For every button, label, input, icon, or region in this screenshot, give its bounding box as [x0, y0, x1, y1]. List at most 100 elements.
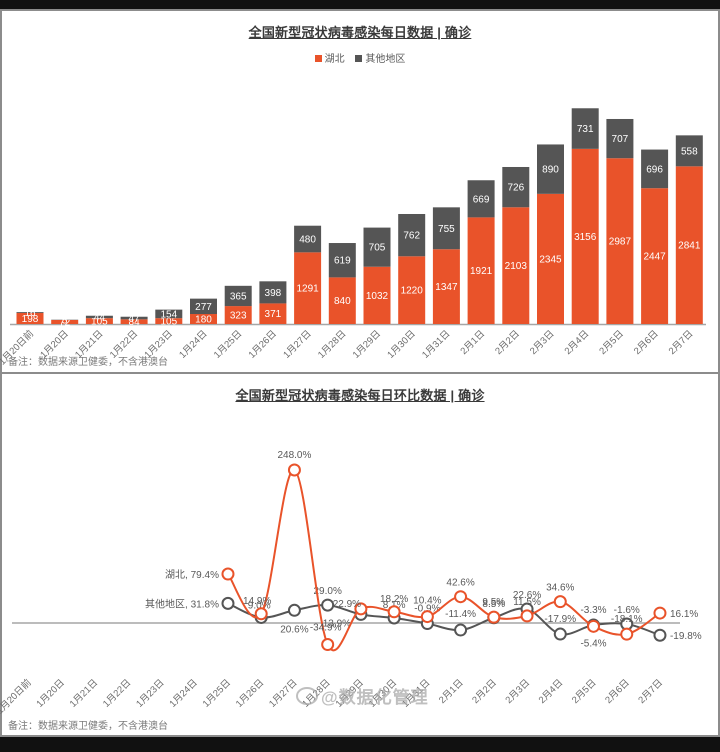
line-value-label-hubei: -5.4% — [580, 638, 606, 649]
x-tick-label: 1月27日 — [267, 677, 299, 709]
line-value-label-hubei: -18.1% — [611, 614, 643, 625]
line-point-others — [321, 598, 335, 612]
line-chart-note: 备注：数据来源卫健委，不含港澳台 — [8, 721, 168, 732]
x-tick-label: 2月5日 — [570, 677, 599, 706]
line-point-hubei — [553, 595, 567, 609]
bar-segment-hubei — [294, 252, 322, 324]
bar-chart-note: 备注：数据来源卫健委，不含港澳台 — [8, 357, 168, 368]
bar-value-label-others: 47 — [129, 314, 141, 325]
bar-value-label-hubei: 1921 — [470, 266, 493, 277]
line-point-hubei — [287, 463, 301, 477]
x-tick-label: 1月28日 — [316, 328, 348, 360]
bar-segment-hubei — [16, 313, 44, 324]
line-value-label-hubei: 248.0% — [277, 450, 311, 461]
bar-value-label-hubei: 2103 — [505, 261, 528, 272]
line-value-label-hubei: 22.9% — [333, 599, 361, 610]
bar-value-label-others: 154 — [160, 309, 177, 320]
panel-divider — [0, 372, 720, 374]
line-value-label-others: 20.6% — [280, 624, 308, 635]
bar-segment-others — [537, 144, 564, 194]
bar-segment-others — [675, 135, 703, 167]
bar-segment-hubei — [155, 318, 183, 324]
bar-value-label-others: 558 — [681, 146, 698, 157]
bar-segment-hubei — [675, 166, 703, 324]
line-point-hubei — [653, 606, 667, 620]
bar-value-label-hubei: 180 — [195, 315, 212, 326]
x-tick-label: 2月7日 — [667, 328, 696, 357]
line-point-others — [454, 623, 468, 637]
line-value-label-others: -3.3% — [580, 605, 606, 616]
line-point-hubei — [487, 610, 501, 624]
bar-segment-others — [432, 207, 460, 250]
bar-segment-others — [363, 227, 391, 267]
bar-segment-others — [571, 108, 599, 149]
bar-segment-others — [606, 118, 634, 159]
x-tick-label: 2月5日 — [597, 328, 626, 357]
bar-chart-legend: 湖北 其他地区 — [0, 50, 720, 65]
x-tick-label: 1月20日 — [35, 677, 67, 709]
bar-value-label-hubei: 84 — [129, 317, 141, 328]
legend-item-hubei: 湖北 — [314, 50, 345, 65]
x-tick-label: 1月24日 — [167, 677, 199, 709]
line-value-label-hubei: 9.5% — [482, 597, 505, 608]
weibo-icon — [296, 687, 318, 705]
line-value-label-others: -0.9% — [414, 604, 440, 615]
line-value-label-hubei: 16.1% — [670, 609, 698, 620]
x-tick-label: 1月31日 — [420, 328, 452, 360]
line-value-label-hubei: 18.2% — [380, 594, 408, 605]
bar-segment-hubei — [606, 158, 634, 324]
x-tick-label: 2月6日 — [632, 328, 661, 357]
bar-segment-hubei — [51, 320, 79, 324]
weibo-watermark: @数据化管理 — [296, 683, 429, 708]
bar-value-label-others: 398 — [265, 288, 282, 299]
x-tick-label: 1月26日 — [234, 677, 266, 709]
line-point-hubei — [221, 567, 235, 581]
x-tick-label: 2月3日 — [503, 677, 532, 706]
bar-segment-hubei — [224, 306, 252, 324]
line-point-others — [653, 628, 667, 642]
x-tick-label: 2月6日 — [603, 677, 632, 706]
bar-value-label-others: 5 — [62, 315, 68, 326]
line-point-hubei — [587, 619, 601, 633]
bar-value-label-others: 365 — [230, 291, 247, 302]
bar-segment-others — [294, 225, 322, 253]
bar-value-label-others: 44 — [94, 312, 106, 323]
x-tick-label: 2月1日 — [459, 328, 488, 357]
x-tick-label: 1月25日 — [212, 328, 244, 360]
bar-value-label-others: 890 — [542, 165, 559, 176]
bar-segment-others — [641, 149, 669, 189]
bar-value-label-hubei: 840 — [334, 296, 351, 307]
bar-segment-others — [502, 166, 530, 208]
x-tick-label: 1月27日 — [281, 328, 313, 360]
bar-value-label-others: 726 — [507, 183, 524, 194]
x-tick-label: 1月21日 — [68, 677, 100, 709]
legend-label-hubei: 湖北 — [324, 54, 345, 65]
bar-segment-hubei — [571, 148, 599, 324]
line-value-label-others: 其他地区, 31.8% — [145, 597, 219, 610]
legend-swatch-others — [355, 55, 363, 62]
bar-segment-hubei — [467, 217, 495, 324]
line-value-label-hubei: 34.6% — [546, 583, 574, 594]
bar-chart-title: 全国新型冠状病毒感染每日数据 | 确诊 — [248, 25, 472, 40]
line-value-label-hubei: 10.4% — [413, 596, 441, 607]
bar-value-label-hubei: 1291 — [296, 284, 319, 295]
line-value-label-others: -11.4% — [445, 609, 476, 620]
line-chart: 其他地区, 31.8%9.0%20.6%29.0%13.9%8.1%-0.9%-… — [0, 450, 702, 717]
line-point-hubei — [420, 610, 434, 624]
bar-segment-others — [120, 316, 148, 320]
line-value-label-hubei: 湖北, 79.4% — [165, 569, 219, 581]
watermark-text: @数据化管理 — [321, 688, 429, 707]
bar-segment-hubei — [537, 193, 564, 324]
bar-value-label-others: 762 — [403, 231, 420, 242]
x-tick-label: 2月1日 — [437, 677, 466, 706]
bar-value-label-others: 619 — [334, 256, 351, 267]
bar-segment-hubei — [190, 314, 217, 324]
bar-value-label-hubei: 72 — [59, 318, 71, 329]
line-value-label-others: -17.9% — [544, 614, 576, 625]
x-tick-label: 2月4日 — [537, 677, 566, 706]
x-tick-label: 1月30日 — [385, 328, 417, 360]
bar-value-label-hubei: 3156 — [574, 232, 597, 243]
x-tick-label: 1月26日 — [247, 328, 279, 360]
bar-segment-hubei — [259, 303, 287, 324]
line-value-label-others: -1.6% — [614, 605, 640, 616]
